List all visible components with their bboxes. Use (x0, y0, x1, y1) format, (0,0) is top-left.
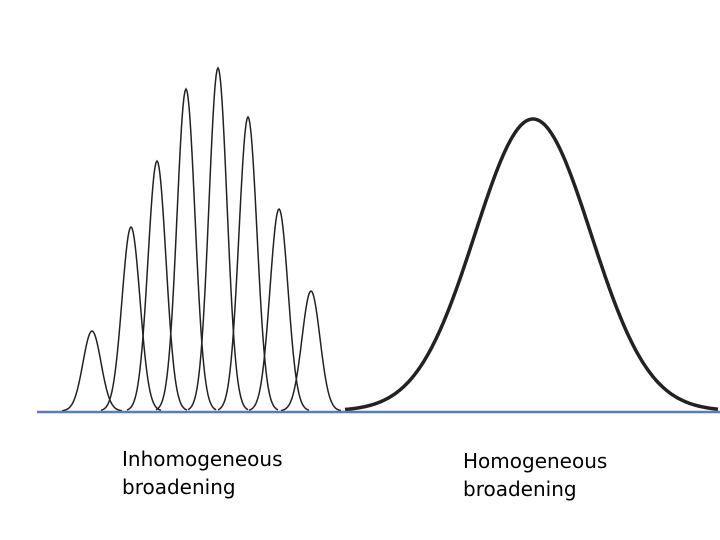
homogeneous-peak (344, 117, 719, 412)
narrow-peak (61, 330, 123, 412)
inhomogeneous-label-line-1: Inhomogeneous (122, 447, 283, 471)
narrow-peak (248, 207, 310, 411)
narrow-peak (187, 66, 249, 411)
inhomogeneous-label-line-2: broadening (122, 475, 236, 499)
narrow-peak (280, 290, 342, 412)
homogeneous-label-line-1: Homogeneous (463, 449, 607, 473)
narrow-peak (217, 115, 279, 411)
homogeneous-label-line-2: broadening (463, 477, 577, 501)
narrow-peak (155, 87, 217, 411)
narrow-peak (100, 225, 162, 412)
inhomogeneous-peaks (61, 66, 342, 412)
narrow-peak (126, 159, 188, 411)
